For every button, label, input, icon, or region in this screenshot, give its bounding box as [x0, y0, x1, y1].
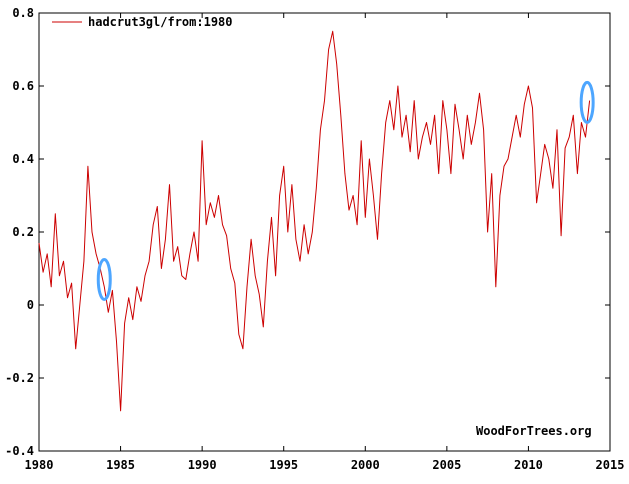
annotation-group — [96, 80, 595, 301]
y-tick-label: 0.4 — [12, 152, 34, 166]
x-tick-label: 2005 — [432, 458, 461, 472]
y-tick-label: 0.2 — [12, 225, 34, 239]
legend-label: hadcrut3gl/from:1980 — [88, 15, 233, 29]
x-tick-label: 2010 — [514, 458, 543, 472]
y-tick-label: 0.6 — [12, 79, 34, 93]
y-tick-label: -0.2 — [5, 371, 34, 385]
x-tick-label: 2015 — [596, 458, 625, 472]
y-tick-label: -0.4 — [5, 444, 34, 458]
y-tick-label: 0.8 — [12, 6, 34, 20]
annotation-ellipse — [579, 80, 595, 124]
annotation-ellipse — [96, 257, 112, 301]
x-tick-label: 2000 — [351, 458, 380, 472]
series-group — [38, 30, 591, 412]
series-line — [38, 30, 591, 412]
plot-area — [38, 12, 611, 452]
x-tick-label: 1990 — [188, 458, 217, 472]
credit-text: WoodForTrees.org — [476, 424, 592, 438]
x-tick-label: 1985 — [106, 458, 135, 472]
axis-ticks: 1980 1985 1990 1995 2000 2005 2010 2015 -0.4 -0.2… — [5, 6, 624, 472]
x-tick-label: 1980 — [25, 458, 54, 472]
x-tick-label: 1995 — [269, 458, 298, 472]
legend: hadcrut3gl/from:1980 — [52, 15, 233, 29]
y-tick-label: 0 — [27, 298, 34, 312]
